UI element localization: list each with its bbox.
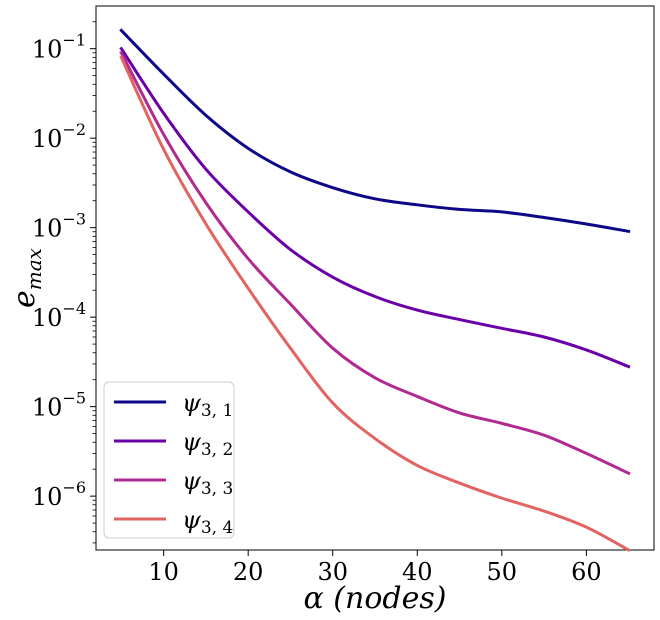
series-lines [119,28,631,553]
series-line-2 [119,46,631,369]
series-line-4 [119,55,631,553]
legend: ψ3, 1 ψ3, 2 ψ3, 3 ψ3, 4 [103,381,235,539]
series-line-3 [119,50,631,476]
legend-label-4: ψ3, 4 [182,506,233,538]
y-tick-label-3: 10−4 [32,299,86,332]
x-tick-label-5: 60 [571,558,602,586]
x-axis-label: α (nodes) [304,581,447,616]
y-tick-label-2: 10−3 [32,210,86,243]
y-tick-label-1: 10−2 [32,120,86,153]
legend-label-3: ψ3, 3 [182,467,233,499]
series-line-1 [119,28,631,234]
y-tick-label-4: 10−5 [32,389,86,422]
x-tick-label-4: 50 [487,558,518,586]
x-tick-label-3: 40 [402,558,433,586]
y-axis-label: emax [7,248,46,308]
y-tick-label-0: 10−1 [32,31,86,64]
x-tick-label-2: 30 [317,558,348,586]
legend-label-2: ψ3, 2 [182,428,233,460]
y-minor-ticks [92,21,96,544]
y-tick-label-5: 10−6 [32,478,86,511]
y-axis-ticks: 10−1 10−2 10−3 10−4 10−5 10−6 [32,31,96,511]
x-axis-ticks: 10 20 30 40 50 60 [148,550,602,586]
x-tick-label-0: 10 [148,558,179,586]
x-tick-label-1: 20 [233,558,264,586]
legend-label-1: ψ3, 1 [182,389,233,421]
legend-box [103,381,235,539]
